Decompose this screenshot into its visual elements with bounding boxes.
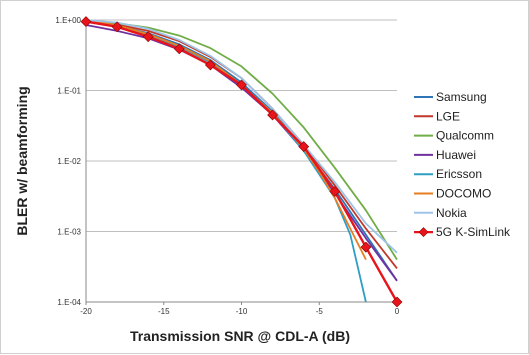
data-point-marker	[391, 296, 403, 308]
x-tick-label: -5	[316, 307, 324, 316]
x-tick-label: -10	[236, 307, 248, 316]
y-axis-title: BLER w/ beamforming	[14, 86, 30, 235]
data-point-marker	[142, 31, 154, 43]
legend-label: Qualcomm	[436, 129, 494, 143]
y-tick-label: 1.E-04	[57, 298, 81, 307]
legend-label: Huawei	[436, 148, 476, 162]
y-tick-label: 1.E-01	[57, 87, 81, 96]
data-point-marker	[111, 21, 123, 33]
series-line-huawei	[85, 24, 398, 282]
x-tick-label: 0	[395, 307, 400, 316]
legend: Samsung LGE Qualcomm Huawei Ericsson DOCOMO No…	[414, 90, 511, 239]
x-axis-title: Transmission SNR @ CDL-A (dB)	[130, 328, 350, 344]
data-point-marker	[298, 141, 310, 153]
data-point-marker	[236, 79, 247, 91]
y-tick-label: 1.E-03	[57, 228, 81, 237]
x-tick-label: -15	[158, 307, 170, 316]
legend-label: Samsung	[436, 90, 487, 104]
x-tick-label: -20	[80, 307, 92, 316]
axes	[85, 20, 398, 305]
data-point-marker	[204, 59, 216, 71]
legend-label: 5G K-SimLink	[436, 225, 511, 239]
data-point-marker	[267, 109, 279, 121]
gridlines	[86, 19, 397, 303]
legend-marker	[418, 227, 429, 238]
legend-label: LGE	[436, 109, 460, 123]
data-point-marker	[80, 16, 92, 27]
y-tick-label: 1.E-02	[57, 157, 81, 166]
series-line-samsung	[85, 19, 398, 282]
y-tick-label: 1.E+00	[55, 16, 81, 25]
legend-label: Nokia	[436, 206, 467, 220]
data-point-marker	[329, 186, 341, 197]
data-point-marker	[173, 43, 185, 55]
series-lines	[80, 16, 403, 308]
series-line-nokia	[85, 19, 398, 254]
legend-label: Ericsson	[436, 167, 482, 181]
x-tick-labels: -20 -15 -10 -5 0	[80, 307, 400, 316]
y-tick-labels: 1.E+00 1.E-01 1.E-02 1.E-03 1.E-04	[55, 16, 81, 307]
series-line-5g-k-simlink	[85, 20, 399, 303]
series-line-qualcomm	[85, 19, 398, 261]
legend-label: DOCOMO	[436, 187, 491, 201]
series-line-docomo	[85, 19, 367, 261]
data-point-marker	[360, 241, 372, 253]
